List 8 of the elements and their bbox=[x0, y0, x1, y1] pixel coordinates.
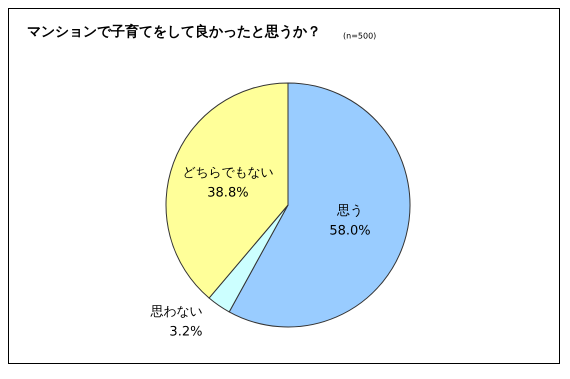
data-label: 3.2% bbox=[169, 324, 202, 340]
slice-label: どちらでもない bbox=[182, 165, 274, 180]
data-label: 38.8% bbox=[207, 185, 249, 200]
data-label: 58.0% bbox=[329, 223, 371, 238]
slice-label: 思う bbox=[336, 203, 363, 218]
chart-subtitle: (n=500) bbox=[343, 32, 376, 40]
chart-title: マンションで子育てをして良かったと思うか？ bbox=[27, 23, 321, 40]
slice-label: 思わない bbox=[149, 304, 202, 320]
